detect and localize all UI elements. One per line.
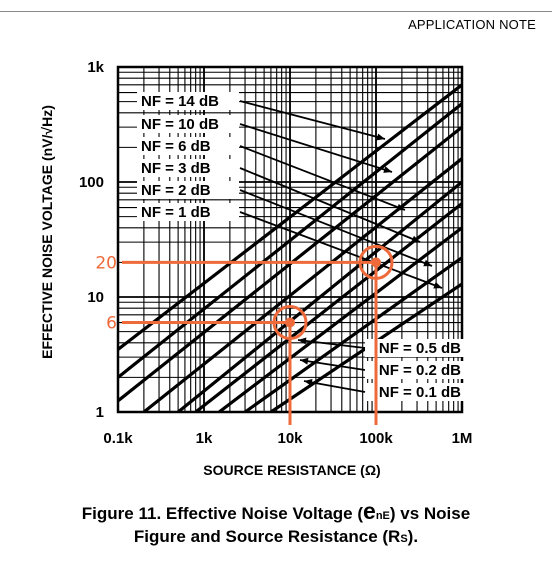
figure-caption-line-1: Figure 11. Effective Noise Voltage (enE)…	[0, 499, 552, 529]
page-header-label: APPLICATION NOTE	[408, 17, 536, 32]
y-tick-label: 100	[79, 174, 104, 191]
leader-line	[239, 189, 433, 267]
series-label-bg	[365, 383, 465, 401]
y-axis-label: EFFECTIVE NOISE VOLTAGE (nV/√Hz)	[39, 105, 55, 359]
chart-labels: 0.1k 1k 10k 100k 1M 1 10 100 1k NF = 14 dB NF = 10…	[79, 59, 472, 447]
series-label-bg	[137, 92, 239, 110]
series-label-bg	[365, 361, 465, 379]
annotation-circle	[272, 305, 308, 341]
leader-line	[239, 145, 406, 211]
leader-arrowhead	[423, 259, 432, 267]
series-label: NF = 10 dB	[141, 116, 219, 133]
leader-arrowhead	[300, 357, 309, 365]
leader-line	[297, 339, 366, 349]
series-line	[218, 226, 462, 412]
caption-prefix: Figure 11. Effective Noise Voltage (	[81, 504, 364, 523]
header-rule	[0, 11, 552, 12]
series-line	[177, 180, 462, 412]
leader-line	[239, 123, 393, 173]
noise-voltage-chart: 0.1k 1k 10k 100k 1M 1 10 100 1k NF = 14 dB NF = 10…	[39, 59, 472, 478]
annotation-point	[285, 317, 295, 328]
series-label: NF = 2 dB	[141, 182, 211, 199]
annotation-value: 20	[95, 253, 117, 273]
series-label: NF = 0.2 dB	[379, 362, 461, 379]
caption-symbol: e	[363, 498, 376, 524]
leader-arrowhead	[304, 378, 313, 386]
series-label: NF = 6 dB	[141, 138, 211, 155]
series-label: NF = 1 dB	[141, 204, 211, 221]
series-label-bg	[137, 159, 239, 177]
leader-arrowhead	[383, 166, 392, 173]
series-label: NF = 0.5 dB	[379, 340, 461, 357]
x-axis-label: SOURCE RESISTANCE (Ω)	[203, 462, 380, 478]
x-tick-label: 10k	[277, 430, 303, 447]
caption-line2-prefix: Figure and Source Resistance (R	[133, 527, 401, 546]
leader-arrowhead	[433, 281, 442, 289]
x-tick-label: 1M	[452, 430, 473, 447]
x-tick-label: 0.1k	[103, 430, 133, 447]
leader-line	[239, 211, 443, 289]
leader-line	[239, 100, 386, 140]
y-tick-label: 1k	[87, 59, 104, 76]
leader-arrowhead	[396, 203, 405, 211]
x-tick-label: 100k	[359, 430, 393, 447]
leader-arrowhead	[376, 133, 385, 141]
annotation-circle	[358, 244, 394, 280]
chart-annotations: 20 6	[95, 244, 394, 425]
series-label: NF = 0.1 dB	[379, 384, 461, 401]
series-label-bg	[137, 137, 239, 155]
leader-line	[303, 380, 366, 393]
series-label-bg	[137, 115, 239, 133]
series-label: NF = 14 dB	[141, 93, 219, 110]
series-label-bg	[137, 203, 239, 221]
leader-line	[239, 167, 421, 243]
series-label-bg	[137, 181, 239, 199]
leader-arrowhead	[298, 337, 307, 345]
annotation-value: 6	[106, 314, 117, 334]
series-line	[118, 102, 462, 379]
series-line	[118, 83, 462, 351]
x-tick-label: 1k	[196, 430, 213, 447]
leader-arrowhead	[411, 235, 420, 243]
series-line	[142, 157, 462, 412]
caption-line2-suffix: ).	[407, 527, 419, 546]
series-label-bg	[365, 339, 465, 357]
caption-line2-sub: S	[400, 533, 408, 545]
y-tick-label: 1	[96, 404, 104, 421]
series-line	[244, 256, 462, 412]
caption-symbol-sub: nE	[375, 510, 390, 522]
figure-caption-line-2: Figure and Source Resistance (RS).	[0, 524, 552, 552]
y-tick-label: 10	[87, 289, 104, 306]
series-label: NF = 3 dB	[141, 160, 211, 177]
caption-suffix: ) vs Noise	[389, 504, 471, 523]
annotation-point	[371, 257, 381, 268]
leader-line	[299, 359, 366, 371]
series-line	[118, 125, 462, 403]
series-line	[194, 202, 462, 412]
